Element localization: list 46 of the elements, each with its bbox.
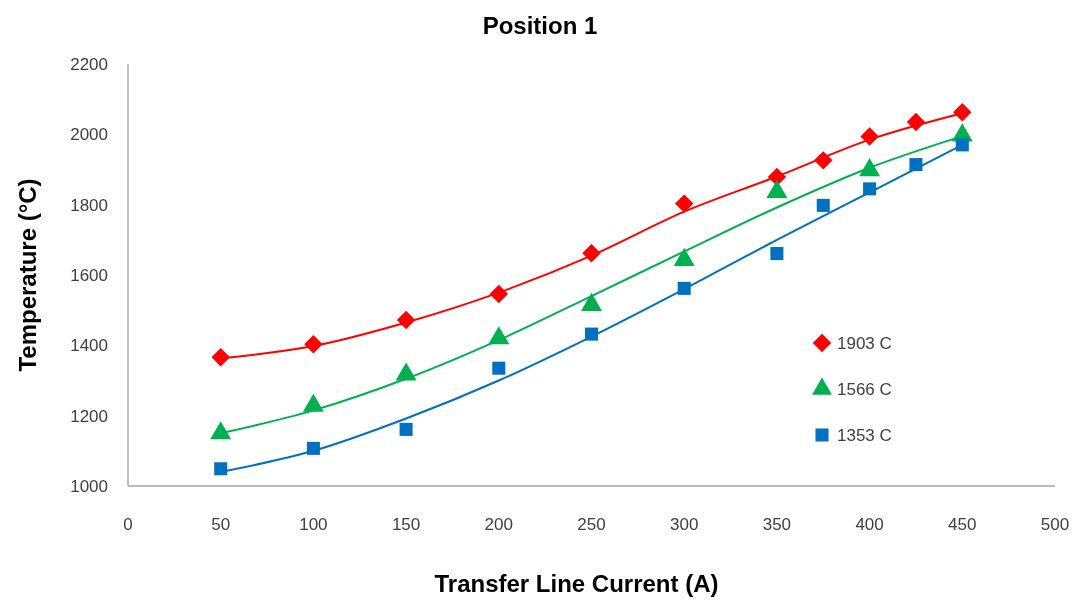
y-axis-title: Temperature (°C) (14, 178, 41, 372)
chart-title: Position 1 (482, 12, 598, 39)
y-tick-label: 1000 (70, 476, 108, 496)
point (677, 281, 691, 295)
point (492, 361, 506, 375)
x-tick-label: 100 (299, 515, 328, 534)
x-tick-label: 50 (211, 515, 231, 534)
point (860, 127, 879, 146)
legend-label: 1353 C (837, 425, 892, 445)
point (816, 198, 830, 212)
point (582, 243, 601, 263)
point (770, 247, 784, 261)
x-tick-label: 200 (484, 515, 513, 534)
point (304, 335, 323, 354)
point (674, 194, 694, 213)
point (767, 167, 787, 187)
point (863, 182, 877, 196)
x-axis-title: Transfer Line Current (A) (434, 570, 719, 597)
x-tick-label: 150 (391, 515, 421, 534)
x-tick-label: 400 (855, 515, 884, 534)
legend-label: 1566 C (837, 379, 892, 399)
y-tick-label: 2000 (70, 125, 108, 145)
x-tick-label: 500 (1040, 515, 1070, 534)
x-tick-label: 450 (948, 515, 977, 534)
y-tick-label: 1400 (70, 336, 108, 356)
x-tick-label: 250 (577, 515, 606, 534)
y-tick-label: 1200 (70, 406, 108, 426)
point (306, 441, 320, 455)
point (584, 327, 599, 341)
point (814, 151, 833, 170)
point (489, 284, 509, 304)
point (396, 310, 416, 330)
point (909, 158, 923, 172)
y-tick-label: 2200 (70, 54, 108, 74)
x-tick-label: 0 (123, 515, 133, 534)
point (214, 462, 228, 476)
legend-label: 1903 C (837, 333, 892, 353)
y-tick-label: 1800 (70, 195, 108, 215)
y-tick-label: 1600 (70, 265, 108, 285)
point (953, 102, 972, 122)
x-tick-label: 300 (670, 515, 699, 534)
point (399, 422, 413, 436)
x-tick-label: 350 (762, 515, 792, 534)
point (211, 348, 230, 367)
point (906, 112, 926, 132)
point (955, 138, 969, 152)
